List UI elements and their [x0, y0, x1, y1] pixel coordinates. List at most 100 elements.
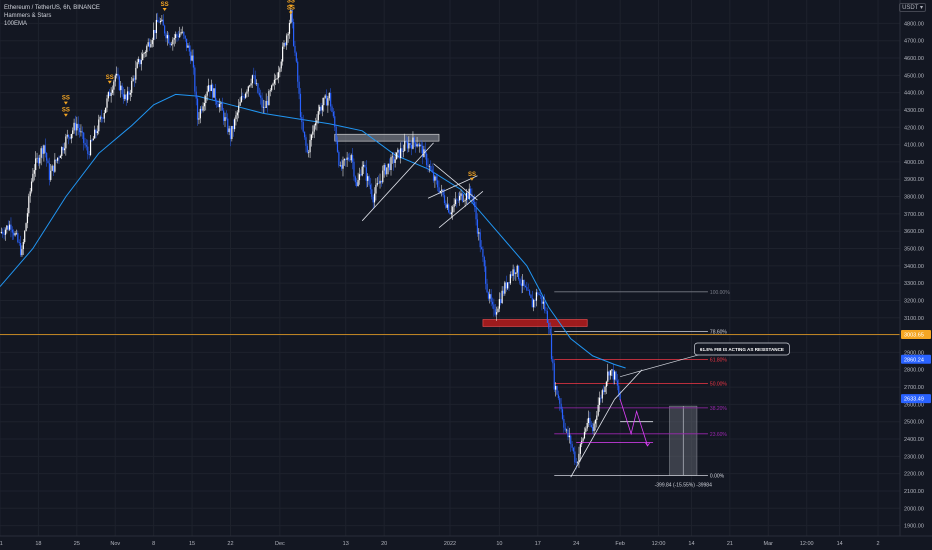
- candle-body: [353, 161, 355, 177]
- candle-body: [132, 78, 134, 82]
- candle-body: [77, 123, 79, 129]
- candle-body: [379, 180, 381, 184]
- candle-body: [395, 152, 398, 160]
- candle-body: [347, 157, 350, 160]
- indicator-ema[interactable]: 100EMA: [4, 21, 28, 27]
- candle-body: [253, 75, 255, 76]
- callout-box: [694, 342, 790, 356]
- candle-body: [218, 104, 221, 108]
- time-axis-tick: Mar: [764, 541, 774, 547]
- time-axis-tick: 14: [688, 541, 694, 547]
- candle-body: [299, 93, 302, 118]
- candle-body: [291, 10, 293, 22]
- time-axis-tick: Nov: [110, 541, 120, 547]
- candle-body: [297, 61, 299, 82]
- candle-body: [306, 145, 308, 153]
- candle-body: [460, 193, 462, 196]
- price-axis-tick: 3700.00: [904, 212, 924, 218]
- candle-body: [122, 94, 125, 99]
- candle-body: [346, 157, 348, 160]
- candle-body: [89, 140, 92, 156]
- measure-box-label: -399.84 (-15.55%) -39984: [655, 482, 712, 488]
- signal-label: SS: [62, 108, 70, 114]
- candle-body: [431, 169, 433, 173]
- candle-body: [128, 91, 130, 95]
- symbol-title[interactable]: Ethereum / TetherUS, 6h, BINANCE: [4, 5, 100, 11]
- candle-body: [568, 435, 570, 438]
- candle-body: [10, 224, 12, 230]
- candle-body: [170, 44, 173, 46]
- time-axis-tick: 12:00: [652, 541, 666, 547]
- price-axis-tick: 3100.00: [904, 316, 924, 322]
- candle-body: [205, 95, 207, 103]
- time-axis-tick: 15: [189, 541, 195, 547]
- candle-body: [522, 279, 524, 286]
- candle-body: [192, 55, 195, 68]
- candle-body: [36, 157, 38, 159]
- candle-body: [317, 111, 319, 121]
- trendline: [614, 369, 643, 400]
- candle-body: [286, 35, 288, 46]
- price-axis-tick: 4000.00: [904, 160, 924, 166]
- candle-body: [220, 103, 222, 105]
- candle-body: [187, 45, 189, 48]
- candle-body: [335, 126, 337, 142]
- candle-body: [11, 229, 13, 233]
- price-axis-tick: 3900.00: [904, 177, 924, 183]
- candle-body: [334, 116, 336, 127]
- candle-body: [168, 35, 170, 44]
- candle-body: [401, 148, 403, 152]
- candle-body: [548, 322, 550, 329]
- candle-body: [390, 157, 392, 171]
- candle-body: [545, 310, 547, 312]
- candle-body: [387, 163, 389, 168]
- indicator-hammers-stars[interactable]: Hammers & Stars: [4, 13, 52, 19]
- candle-body: [264, 106, 266, 108]
- candle-body: [136, 62, 138, 68]
- candle-body: [81, 131, 83, 133]
- candle-body: [487, 292, 490, 299]
- candle-body: [166, 35, 168, 39]
- candle-body: [550, 333, 553, 360]
- candle-body: [410, 144, 413, 149]
- candle-body: [567, 429, 569, 438]
- candle-body: [549, 328, 551, 334]
- candle-body: [214, 88, 216, 101]
- candle-body: [207, 85, 210, 92]
- candle-body: [228, 128, 230, 133]
- candle-body: [95, 129, 97, 133]
- candle-body: [342, 160, 344, 169]
- candle-body: [358, 174, 361, 181]
- candle-body: [589, 417, 591, 425]
- signal-label: SS: [287, 0, 295, 5]
- candle-body: [571, 444, 573, 448]
- candle-body: [419, 144, 421, 147]
- currency-badge[interactable]: USDT ▾: [899, 3, 926, 12]
- candle-body: [467, 192, 469, 199]
- candle-body: [98, 119, 100, 132]
- candle-body: [570, 435, 572, 445]
- candle-body: [406, 141, 409, 149]
- candle-body: [618, 385, 620, 394]
- signal-label: SS: [106, 75, 114, 81]
- candle-body: [47, 160, 49, 164]
- candle-body: [413, 137, 415, 143]
- candle-body: [198, 118, 200, 120]
- candle-body: [14, 233, 16, 236]
- time-axis-tick: Dec: [275, 541, 285, 547]
- signal-label: SS: [161, 2, 169, 8]
- candle-body: [120, 85, 122, 91]
- candle-body: [302, 122, 304, 132]
- candle-body: [66, 134, 68, 137]
- candle-body: [227, 118, 229, 133]
- candle-body: [94, 129, 96, 139]
- candle-body: [87, 146, 89, 154]
- candle-body: [616, 380, 618, 386]
- candle-body: [604, 386, 606, 393]
- candle-body: [229, 128, 232, 139]
- candle-body: [323, 97, 325, 106]
- candle-body: [29, 191, 31, 197]
- candle-body: [553, 363, 555, 390]
- price-axis-tick: 2700.00: [904, 385, 924, 391]
